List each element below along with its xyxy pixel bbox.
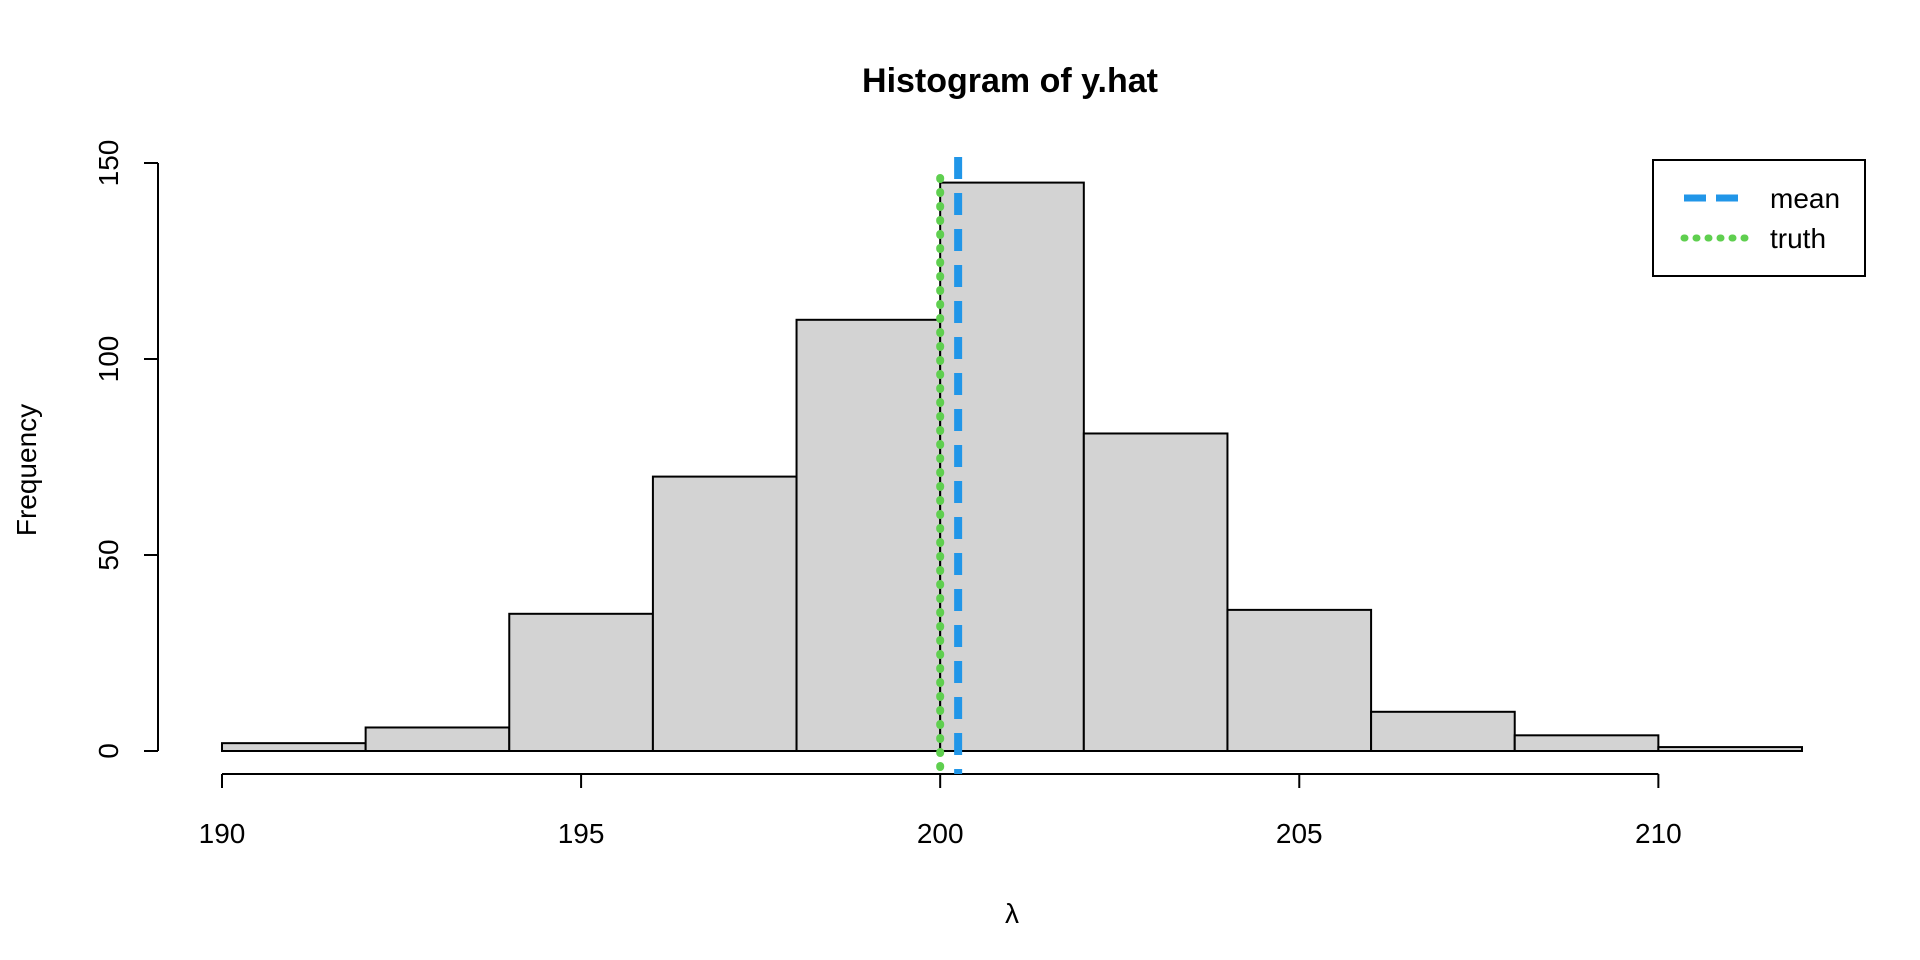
histogram-bar-2 <box>508 612 654 752</box>
x-tick-label-195: 195 <box>558 818 605 849</box>
x-tick-label-205: 205 <box>1276 818 1323 849</box>
y-axis-label: Frequency <box>11 404 42 536</box>
x-tick-label-190: 190 <box>199 818 246 849</box>
y-tick-label-150: 150 <box>93 140 124 187</box>
histogram-bar-4 <box>795 318 942 752</box>
histogram-bars <box>221 181 1804 753</box>
legend-label-mean: mean <box>1770 183 1840 214</box>
legend-box <box>1652 159 1866 277</box>
histogram-bar-3 <box>651 475 798 752</box>
y-tick-label-100: 100 <box>93 336 124 383</box>
legend-label-truth: truth <box>1770 223 1826 254</box>
y-tick-label-0: 0 <box>93 743 124 759</box>
y-tick-label-50: 50 <box>93 539 124 570</box>
x-tick-label-200: 200 <box>917 818 964 849</box>
histogram-bar-5 <box>939 181 1085 753</box>
legend: mean truth <box>1652 159 1866 277</box>
x-axis: 190 195 200 205 210 <box>199 773 1682 849</box>
histogram-bar-10 <box>1657 746 1804 753</box>
x-tick-label-210: 210 <box>1635 818 1682 849</box>
y-axis: 0 50 100 150 <box>93 140 159 759</box>
histogram-bar-0 <box>221 742 367 752</box>
histogram-bar-9 <box>1513 734 1660 753</box>
histogram-bar-1 <box>364 726 511 752</box>
histogram-bar-7 <box>1226 608 1373 752</box>
chart-title: Histogram of y.hat <box>862 62 1158 100</box>
x-axis-label: λ <box>1005 898 1019 929</box>
histogram-bar-8 <box>1370 710 1516 752</box>
histogram-bar-6 <box>1082 432 1229 752</box>
reference-lines <box>936 157 963 778</box>
